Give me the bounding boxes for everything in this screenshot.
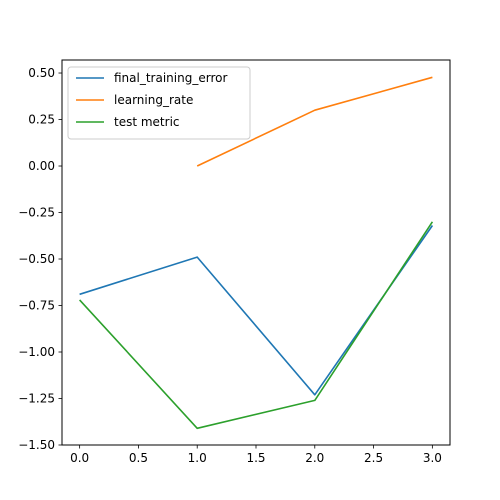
y-tick-label: −1.50 xyxy=(18,438,55,452)
y-tick-label: −1.25 xyxy=(18,392,55,406)
y-tick-label: −1.00 xyxy=(18,345,55,359)
x-tick-label: 1.0 xyxy=(188,451,207,465)
y-tick-label: −0.50 xyxy=(18,252,55,266)
legend-label: learning_rate xyxy=(114,93,193,107)
y-tick-label: −0.25 xyxy=(18,206,55,220)
x-tick-label: 0.5 xyxy=(129,451,148,465)
y-axis: 0.50 0.25 0.00 −0.25 −0.50 −0.75 −1.00 −1.25 −1.… xyxy=(18,66,62,452)
series-layer xyxy=(79,76,434,430)
x-axis: 0.0 0.5 1.0 1.5 2.0 2.5 3.0 xyxy=(70,445,442,465)
x-tick-label: 2.5 xyxy=(364,451,383,465)
legend-label: test metric xyxy=(114,115,180,129)
legend-box xyxy=(67,66,251,140)
y-tick-label: 0.50 xyxy=(28,66,55,80)
y-tick-label: −0.75 xyxy=(18,299,55,313)
x-tick-label: 3.0 xyxy=(423,451,442,465)
series-line-final-training-error xyxy=(79,225,434,396)
series-line-learning-rate xyxy=(196,76,433,167)
y-tick-label: 0.00 xyxy=(28,159,55,173)
y-tick-label: 0.25 xyxy=(28,113,55,127)
x-tick-label: 2.0 xyxy=(305,451,324,465)
legend-label: final_training_error xyxy=(114,71,227,85)
x-tick-label: 0.0 xyxy=(70,451,89,465)
series-line-test-metric xyxy=(79,221,434,430)
x-tick-label: 1.5 xyxy=(246,451,265,465)
